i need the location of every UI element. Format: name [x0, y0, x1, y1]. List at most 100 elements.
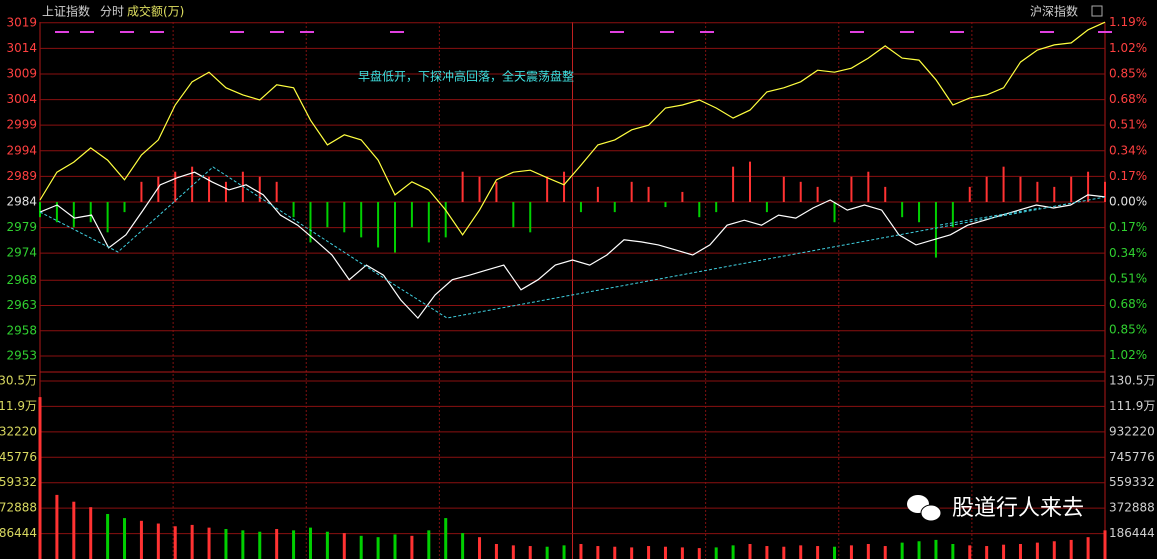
event-marker: [610, 31, 624, 33]
y-tick-label: 186444: [0, 526, 37, 540]
price-line: [39, 21, 1106, 236]
spread-bar: [55, 202, 58, 223]
volume-bar: [833, 546, 837, 559]
event-marker: [150, 31, 164, 33]
y2-tick-label: 1.02%: [1109, 348, 1147, 362]
y2-tick-label: 0.51%: [1109, 118, 1147, 132]
spread-bar: [799, 181, 802, 203]
volume-bar: [359, 535, 363, 559]
spread-bar: [1070, 176, 1073, 203]
y-tick-label: 2984: [6, 194, 37, 208]
spread-bar: [698, 202, 701, 218]
event-marker: [950, 31, 964, 33]
spread-bar: [360, 202, 363, 238]
spread-bar: [258, 176, 261, 203]
volume-bar: [528, 546, 532, 559]
spread-bar: [985, 176, 988, 203]
annotation: 早盘低开，下探冲高回落，全天震荡盘整: [358, 69, 574, 84]
spread-bar: [901, 202, 904, 218]
spread-bar: [596, 186, 599, 203]
y2-tick-label: 0.34%: [1109, 143, 1147, 157]
spread-bar: [934, 202, 937, 258]
spread-bar: [782, 176, 785, 203]
volume-bar: [1103, 530, 1107, 559]
volume-bar: [410, 535, 414, 559]
y-tick-label: 2979: [6, 220, 37, 234]
volume-bar: [89, 507, 93, 559]
y2-tick-label: 0.17%: [1109, 169, 1147, 183]
y2-tick-label: 0.68%: [1109, 92, 1147, 106]
volume-bar: [596, 546, 600, 559]
y-tick-label: 111.9万: [0, 399, 37, 413]
volume-bar: [579, 543, 583, 559]
event-marker: [120, 31, 134, 33]
volume-bar: [376, 537, 380, 559]
spread-bar: [106, 202, 109, 233]
spread-bar: [444, 202, 447, 238]
volume-bar: [494, 543, 498, 559]
spread-bar: [478, 176, 481, 203]
volume-bar: [123, 518, 127, 559]
spread-bar: [529, 202, 532, 233]
volume-bar: [917, 541, 921, 559]
spread-bar: [72, 202, 75, 228]
volume-bar: [816, 546, 820, 559]
y2-tick-label: 372888: [1109, 501, 1155, 515]
volume-bar: [325, 531, 329, 559]
volume-bar: [1002, 544, 1006, 559]
spread-bar: [579, 202, 582, 213]
volume-bar: [866, 543, 870, 559]
volume-bar: [207, 527, 211, 559]
trend-line: [39, 166, 1106, 319]
y2-tick-label: 0.85%: [1109, 66, 1147, 80]
spread-bar: [157, 176, 160, 203]
switch-label[interactable]: 沪深指数: [1030, 4, 1078, 19]
spread-bar: [343, 202, 346, 233]
volume-bar: [511, 545, 515, 559]
event-marker: [300, 31, 314, 33]
spread-bar: [292, 202, 295, 218]
y-tick-label: 3009: [6, 66, 37, 80]
spread-bar: [563, 171, 566, 203]
event-marker: [270, 31, 284, 33]
spread-bar: [850, 176, 853, 203]
spread-bar: [732, 166, 735, 203]
y-tick-label: 745776: [0, 450, 37, 464]
spread-bar: [546, 176, 549, 203]
volume-bar: [190, 524, 194, 559]
volume-bar: [968, 545, 972, 559]
volume-bar: [985, 546, 989, 559]
volume-bar: [731, 545, 735, 559]
y2-tick-label: 0.34%: [1109, 246, 1147, 260]
mode-label[interactable]: 分时: [100, 5, 124, 19]
price-line: [39, 171, 1106, 320]
volume-bar: [1069, 539, 1073, 559]
spread-bar: [1104, 181, 1106, 203]
watermark: 股道行人来去: [907, 495, 1084, 522]
y-tick-label: 2999: [6, 118, 37, 132]
switch-icon[interactable]: [1091, 5, 1103, 17]
spread-bar: [394, 202, 396, 253]
indicator-label[interactable]: 成交额(万): [127, 4, 184, 19]
volume-bar: [275, 528, 279, 559]
volume-bar: [748, 543, 752, 559]
volume-bar: [697, 548, 701, 559]
spread-bar: [681, 191, 684, 203]
y-tick-label: 559332: [0, 475, 37, 489]
volume-bar: [883, 546, 887, 559]
y-tick-label: 3004: [6, 92, 37, 106]
spread-bar: [664, 202, 667, 208]
volume-bar: [427, 530, 431, 559]
volume-bar: [241, 530, 245, 559]
y2-tick-label: 1.02%: [1109, 41, 1147, 55]
volume-bar: [782, 546, 786, 559]
volume-bar: [173, 526, 177, 559]
spread-bar: [968, 186, 971, 203]
y2-tick-label: 0.51%: [1109, 271, 1147, 285]
spread-bar: [427, 202, 430, 243]
spread-bar: [461, 171, 464, 203]
volume-bar: [1052, 541, 1056, 559]
spread-bar: [765, 202, 768, 213]
